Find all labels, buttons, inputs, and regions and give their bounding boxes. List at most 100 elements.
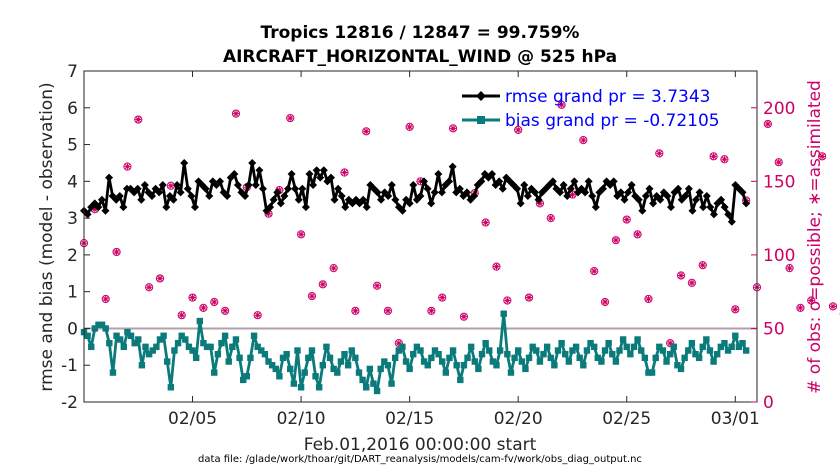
bias-point (98, 321, 106, 328)
bias-point (315, 384, 323, 391)
bias-point (113, 332, 120, 339)
obs-assimilated-marker (308, 293, 315, 300)
obs-possible-marker (503, 296, 512, 305)
bias-point (236, 354, 243, 362)
rmse-point (276, 199, 285, 208)
bias-point (435, 350, 442, 358)
rmse-point (566, 184, 575, 193)
bias-point (590, 343, 598, 351)
rmse-point (645, 184, 654, 193)
obs-assimilated-marker (732, 306, 739, 313)
legend-rmse-label: rmse grand pr = 3.7343 (505, 87, 710, 107)
y-tick-label: -1 (61, 356, 78, 376)
bias-point (308, 347, 316, 354)
x-tick-label: 02/15 (385, 409, 434, 429)
bias-point (276, 373, 283, 380)
obs-assimilated-marker (189, 294, 196, 301)
bias-line (83, 312, 748, 393)
bias-point (384, 362, 392, 369)
bias-point (109, 369, 117, 376)
obs-possible-marker (644, 294, 653, 304)
rmse-point (674, 184, 683, 193)
obs-assimilated-marker (667, 340, 674, 347)
rmse-point (416, 192, 425, 201)
bias-point (685, 347, 692, 354)
obs-possible-marker (492, 262, 501, 271)
rmse-point (266, 203, 275, 212)
bias-point (449, 347, 457, 354)
rmse-point (563, 192, 572, 201)
rmse-point (588, 192, 597, 201)
bias-point (120, 343, 128, 351)
rmse-point (258, 184, 267, 193)
obs-possible-marker (731, 305, 740, 314)
rmse-point (430, 188, 439, 197)
bias-point (337, 358, 345, 365)
obs-possible-marker (296, 230, 306, 239)
bias-point (102, 325, 109, 332)
bias-point (529, 343, 536, 351)
obs-possible-marker (101, 294, 110, 304)
rmse-point (627, 181, 636, 190)
bias-point (395, 347, 402, 354)
bias-point (580, 362, 587, 369)
rmse-point (717, 195, 726, 204)
y2-tick-label: 150 (763, 172, 795, 192)
obs-possible-marker (145, 283, 154, 292)
rmse-point (584, 177, 593, 186)
obs-assimilated-marker (493, 263, 500, 270)
bias-point (677, 365, 685, 373)
obs-assimilated-marker (591, 268, 598, 275)
rmse-point (434, 169, 443, 178)
rmse-point (702, 192, 711, 201)
rmse-point (251, 181, 260, 190)
bias-point (486, 347, 493, 354)
obs-assimilated-marker (124, 163, 131, 170)
rmse-point (176, 188, 185, 197)
y-tick-label: 7 (67, 62, 78, 82)
bias-point (399, 343, 406, 351)
obs-possible-marker (655, 149, 664, 158)
rmse-point (148, 192, 157, 201)
obs-assimilated-marker (515, 126, 522, 133)
obs-assimilated-marker (721, 156, 728, 163)
legend-bias-label: bias grand pr = -0.72105 (505, 111, 720, 131)
rmse-point (570, 177, 579, 186)
rmse-point (516, 199, 525, 208)
bias-point (645, 369, 652, 376)
obs-possible-marker (774, 158, 783, 167)
bias-point (681, 354, 688, 362)
obs-possible-marker (557, 100, 566, 109)
rmse-point (201, 184, 210, 193)
obs-assimilated-marker (786, 265, 793, 272)
bias-point (543, 343, 551, 351)
rmse-point (119, 203, 128, 212)
rmse-point (248, 158, 257, 167)
obs-possible-marker (807, 296, 816, 305)
bias-point (587, 339, 594, 347)
bias-point (540, 350, 547, 358)
bias-point (91, 325, 99, 332)
obs-possible-marker (253, 311, 262, 320)
rmse-point (455, 184, 464, 193)
bias-point (156, 336, 164, 343)
bias-point (594, 354, 601, 362)
rmse-point (423, 184, 432, 193)
obs-assimilated-marker (135, 116, 142, 123)
obs-possible-marker (362, 127, 371, 136)
obs-assimilated-marker (352, 307, 359, 314)
obs-assimilated-marker (113, 248, 120, 255)
obs-possible-marker (405, 122, 414, 132)
rmse-point (362, 203, 371, 212)
obs-possible-marker (155, 274, 165, 283)
obs-count-markers (79, 100, 840, 348)
rmse-point (230, 169, 239, 178)
obs-assimilated-marker (232, 110, 239, 117)
bias-point (243, 373, 251, 380)
rmse-point (377, 195, 386, 204)
rmse-point (301, 203, 310, 212)
bias-point (634, 336, 641, 343)
rmse-point (559, 181, 568, 190)
x-axis: 02/05 02/10 02/15 02/20 02/25 03/01 (168, 71, 760, 429)
obs-possible-marker (698, 261, 707, 270)
